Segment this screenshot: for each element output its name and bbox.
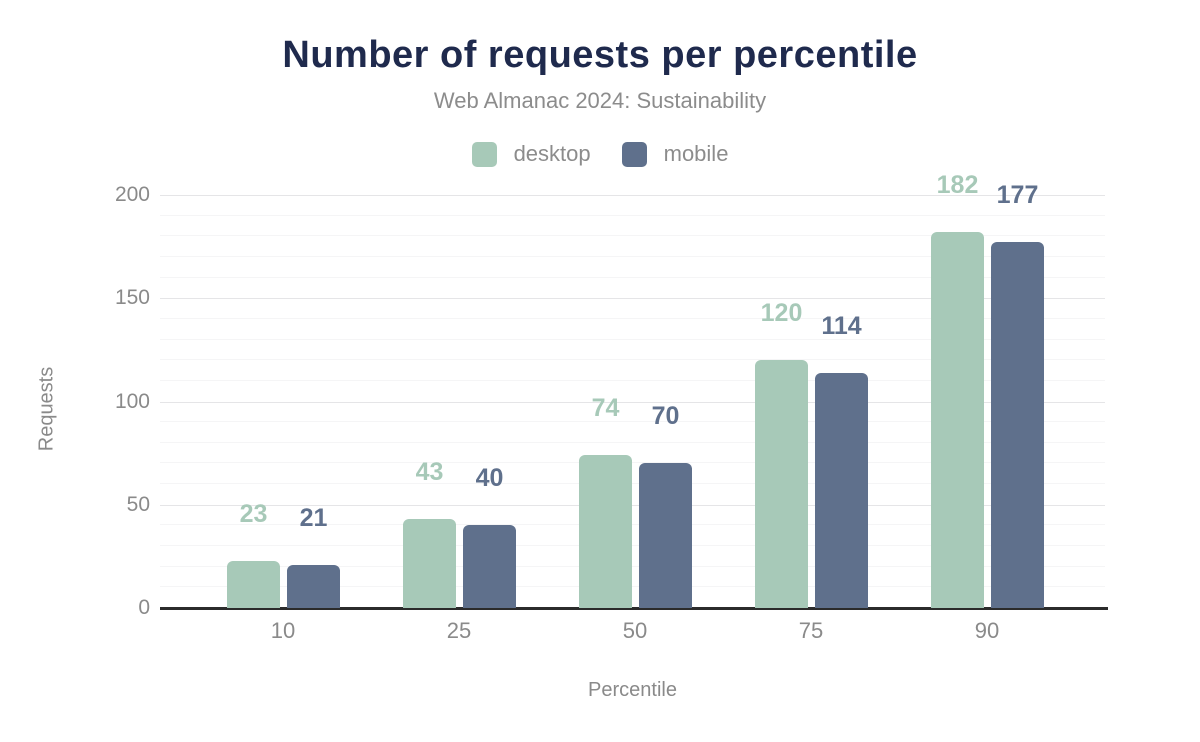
y-tick-label: 50 [126,492,150,516]
bar-desktop-p50[interactable] [579,455,632,608]
x-axis-title: Percentile [588,679,677,701]
major-gridline [160,504,1105,506]
bar-value-desktop-p50: 74 [591,394,620,422]
x-tick-label-10: 10 [270,618,296,643]
bar-desktop-p25[interactable] [403,519,456,608]
minor-gridline [160,255,1105,257]
bar-value-mobile-p90: 177 [996,181,1039,209]
bar-desktop-p90[interactable] [931,232,984,608]
major-gridline [160,195,1105,196]
major-gridline [160,298,1105,300]
legend: desktop mobile [0,141,1200,167]
minor-gridline [160,359,1105,361]
bar-value-desktop-p90: 182 [936,171,979,199]
y-tick-label: 0 [138,596,150,619]
x-tick-label-50: 50 [622,618,648,643]
legend-item-mobile[interactable]: mobile [621,141,729,167]
minor-gridline [160,214,1105,216]
minor-gridline [160,565,1105,567]
minor-gridline [160,524,1105,526]
y-tick-label: 200 [114,183,150,206]
bar-mobile-p90[interactable] [991,242,1044,608]
chart-title: Number of requests per percentile [282,34,918,76]
legend-item-desktop[interactable]: desktop [471,141,591,167]
y-tick-label: 150 [114,286,150,310]
minor-gridline [160,586,1105,588]
chart-subtitle: Web Almanac 2024: Sustainability [433,88,767,113]
minor-gridline [160,276,1105,278]
minor-gridline [160,421,1105,423]
y-axis-title: Requests [35,366,58,452]
bar-value-mobile-p10: 21 [299,504,328,532]
bar-value-desktop-p10: 23 [239,500,268,528]
x-tick-label-90: 90 [974,618,1000,643]
minor-gridline [160,338,1105,340]
x-tick-label-75: 75 [798,618,824,643]
bar-desktop-p10[interactable] [227,561,280,608]
minor-gridline [160,379,1105,381]
major-gridline [160,401,1105,403]
bar-value-mobile-p25: 40 [475,464,504,492]
bar-value-desktop-p25: 43 [415,458,444,486]
bar-desktop-p75[interactable] [755,360,808,608]
minor-gridline [160,462,1105,464]
y-tick-label: 100 [114,389,150,413]
legend-label-mobile: mobile [663,141,729,166]
plot-area: 0 50 100 150 200 23 21 10 43 40 25 74 70 50 120 114 75 18… [115,172,1108,643]
mobile-legend-swatch-icon [621,141,647,167]
bar-value-mobile-p50: 70 [651,402,680,430]
minor-gridline [160,235,1105,237]
x-axis-line [160,607,1108,610]
bar-mobile-p50[interactable] [639,463,692,608]
bar-value-desktop-p75: 120 [760,299,803,327]
desktop-legend-swatch-icon [471,141,497,167]
minor-gridline [160,483,1105,485]
minor-gridline [160,545,1105,547]
legend-label-desktop: desktop [513,141,591,166]
bar-value-mobile-p75: 114 [821,312,862,340]
minor-gridline [160,441,1105,443]
minor-gridline [160,317,1105,319]
x-tick-label-25: 25 [446,618,472,643]
bar-mobile-p25[interactable] [463,525,516,608]
bar-mobile-p75[interactable] [815,373,868,608]
bar-mobile-p10[interactable] [287,565,340,608]
